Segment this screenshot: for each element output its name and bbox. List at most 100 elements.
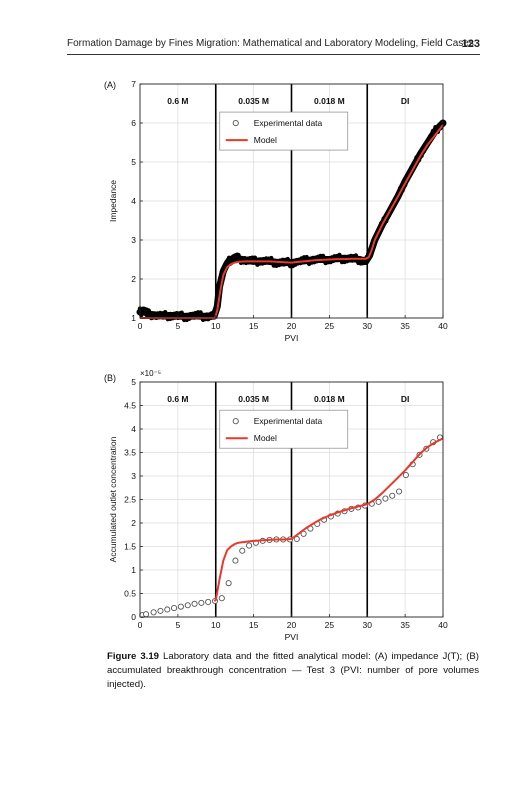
panel-b-legend-label-experimental: Experimental data: [254, 416, 323, 426]
running-head-title: Formation Damage by Fines Migration: Mat…: [67, 38, 474, 49]
panel-b-y-tick-label: 4.5: [124, 401, 136, 411]
panel-b-experimental-point: [293, 535, 300, 543]
panel-a-legend-marker-experimental: [232, 120, 239, 127]
caption-label: Figure 3.19: [107, 651, 160, 662]
panel-b-x-tick-label: 5: [176, 620, 181, 630]
panel-b-experimental-point: [198, 599, 205, 606]
panel-a-x-tick-label: 35: [400, 321, 410, 331]
panel-b-y-tick-label: 2: [131, 518, 136, 528]
panel-b-legend-marker-experimental: [232, 418, 239, 425]
panel-a-y-tick-label: 6: [131, 118, 136, 128]
panel-b-y-tick-label: 1: [131, 565, 136, 575]
page-number: 123: [461, 38, 480, 50]
panel-b-stage-label: DI: [401, 394, 410, 404]
panel-a-y-tick-label: 7: [131, 79, 136, 89]
panel-a-panel-label: (A): [104, 80, 116, 90]
panel-b-experimental-point: [300, 530, 307, 537]
panel-b-experimental-point: [396, 488, 403, 495]
panel-a-y-tick-label: 4: [131, 196, 136, 206]
panel-b-experimental-point: [164, 606, 171, 613]
panel-b-experimental-point: [191, 600, 198, 607]
panel-a-x-tick-label: 10: [211, 321, 221, 331]
panel-b-stage-label: 0.018 M: [314, 394, 345, 404]
panel-a: 0.6 M 0.035 M 0.018 M DI 0 5 10 15 20 25 30 35 40 1 2 3…: [104, 79, 448, 343]
panel-b-experimental-point: [382, 495, 389, 502]
panel-a-stage-label: 0.018 M: [314, 96, 345, 106]
panel-b-x-tick-label: 20: [287, 620, 297, 630]
header-rule: [67, 54, 480, 55]
panel-a-x-tick-label: 0: [138, 321, 143, 331]
panel-b-experimental-point: [143, 611, 150, 618]
panel-b-y-tick-label: 3.5: [124, 448, 136, 458]
panel-b-experimental-point: [225, 580, 232, 587]
panel-b-experimental-point: [218, 595, 225, 602]
panel-b-experimental-point: [171, 605, 178, 612]
panel-b-y-tick-label: 4: [131, 424, 136, 434]
panel-b-panel-label: (B): [104, 373, 116, 383]
panel-b-experimental-point: [177, 603, 184, 610]
panel-b-experimental-point: [205, 598, 212, 606]
panel-a-stage-label: 0.035 M: [238, 96, 269, 106]
panel-b-stage-label: 0.035 M: [238, 394, 269, 404]
panel-b-x-tick-label: 40: [438, 620, 448, 630]
panel-a-experimental-point: [236, 252, 241, 258]
panel-b-experimental-point: [184, 602, 191, 609]
panel-b-x-tick-label: 0: [138, 620, 143, 630]
panel-b-stage-label: 0.6 M: [167, 394, 188, 404]
panel-a-stage-label: DI: [401, 96, 410, 106]
panel-a-x-tick-label: 15: [249, 321, 259, 331]
panel-a-legend-box: [219, 111, 349, 151]
panel-a-model-line: [140, 124, 444, 319]
panel-a-experimental-point: [320, 253, 326, 259]
panel-b-experimental-point: [232, 557, 239, 564]
panel-b-y-tick-label: 1.5: [124, 542, 136, 552]
panel-b-x-axis-label: PVI: [285, 632, 299, 642]
panel-a-experimental-point: [252, 255, 258, 260]
panel-b-experimental-point: [402, 472, 409, 479]
panel-a-x-tick-label: 20: [287, 321, 297, 331]
panel-a-experimental-point: [179, 310, 184, 315]
panel-b-experimental-point: [239, 547, 246, 554]
panel-a-experimental-point: [337, 252, 342, 258]
caption-text: Laboratory data and the fitted analytica…: [107, 651, 479, 690]
panel-a-legend-label-model: Model: [254, 135, 277, 145]
panel-b-experimental-point: [150, 609, 157, 616]
panel-b-y-tick-label: 0.5: [124, 589, 136, 599]
panel-a-stage-label: 0.6 M: [167, 96, 188, 106]
panel-a-experimental-point: [146, 308, 152, 313]
panel-b-x-tick-label: 10: [211, 620, 221, 630]
panel-b-y-tick-label: 0: [131, 612, 136, 622]
panel-b-legend-label-model: Model: [254, 433, 277, 443]
panel-a-experimental-point: [353, 253, 359, 258]
figure-caption: Figure 3.19 Laboratory data and the fitt…: [107, 650, 479, 692]
panel-a-x-axis-label: PVI: [285, 333, 299, 343]
panel-a-experimental-point: [163, 309, 168, 315]
panel-b-y-tick-label: 5: [131, 377, 136, 387]
panel-b: 0.6 M 0.035 M 0.018 M DI0 5 10 15 20 25 30 35 4000.…: [104, 369, 448, 642]
panel-b-x-tick-label: 15: [249, 620, 259, 630]
panel-a-experimental-point: [285, 256, 290, 262]
panel-a-x-tick-label: 40: [438, 321, 448, 331]
panel-b-y-tick-label: 3: [131, 471, 136, 481]
panel-b-y-axis-label: Accumulated outlet concentration: [108, 436, 118, 562]
panel-b-y-tick-label: 2.5: [124, 495, 136, 505]
panel-a-x-tick-label: 30: [363, 321, 373, 331]
panel-b-model-line: [213, 437, 444, 602]
panel-a-x-tick-label: 25: [325, 321, 335, 331]
running-head: Formation Damage by Fines Migration: Mat…: [67, 38, 480, 52]
panel-b-y-multiplier: ×10⁻⁵: [140, 369, 161, 378]
panel-a-y-axis-label: Impedance: [108, 180, 118, 222]
panel-b-experimental-point: [246, 542, 253, 549]
panel-a-experimental-point: [269, 255, 274, 261]
panel-b-x-tick-label: 25: [325, 620, 335, 630]
panel-b-legend-box: [219, 409, 349, 449]
panel-a-y-tick-label: 3: [131, 235, 136, 245]
panel-a-experimental-point: [304, 254, 309, 260]
panel-a-y-tick-label: 1: [131, 313, 136, 323]
panel-a-experimental-point: [198, 310, 203, 315]
panel-b-experimental-point: [157, 607, 164, 614]
panel-a-y-tick-label: 2: [131, 274, 136, 284]
panel-a-y-tick-label: 5: [131, 157, 136, 167]
panel-b-x-tick-label: 35: [400, 620, 410, 630]
